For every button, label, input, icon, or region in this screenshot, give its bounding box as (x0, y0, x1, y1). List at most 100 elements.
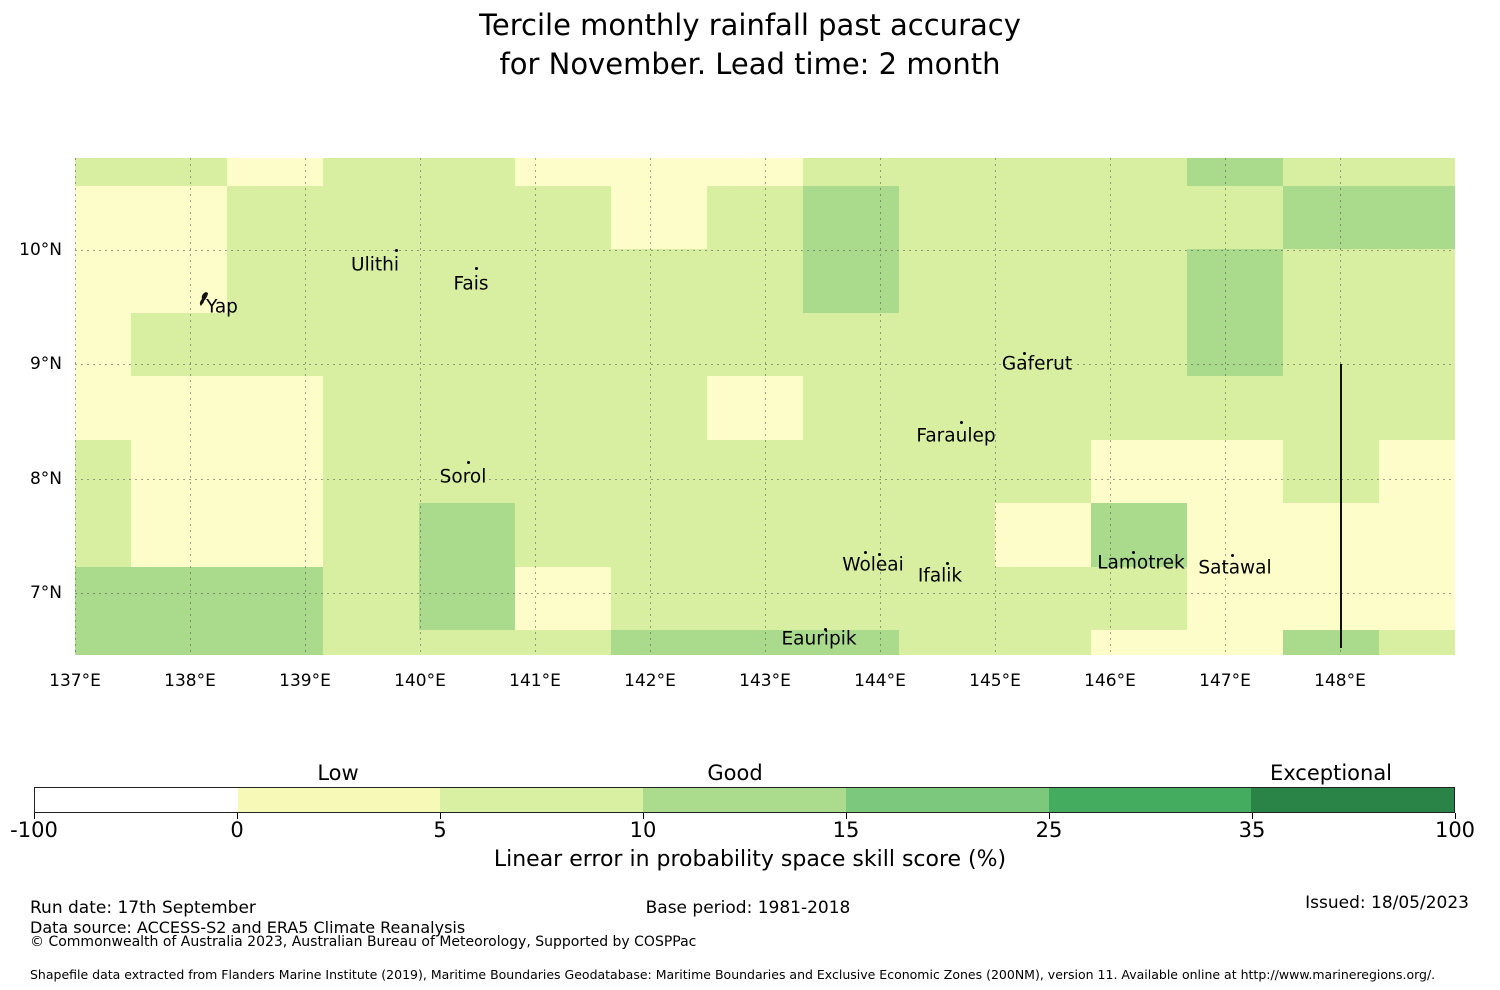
longitude-gridline (305, 158, 306, 655)
map-cell (707, 440, 803, 503)
map-cell (1379, 503, 1455, 567)
island-dot-ifalik (946, 562, 949, 565)
map-cell (899, 158, 995, 186)
colorbar-category-label: Low (317, 761, 359, 785)
map-cell (803, 186, 899, 249)
colorbar-segment (845, 788, 1049, 812)
longitude-gridline (535, 158, 536, 655)
colorbar-segment (1251, 788, 1454, 812)
x-tick-label: 147°E (1199, 671, 1251, 691)
map-cell (803, 313, 899, 376)
map-cell (1379, 567, 1455, 630)
issued-date-text: Issued: 18/05/2023 (1305, 893, 1469, 913)
latitude-gridline (75, 593, 1455, 594)
map-cell (75, 503, 131, 567)
map-cell (611, 567, 707, 630)
latitude-gridline (75, 364, 1455, 365)
x-tick-label: 137°E (49, 671, 101, 691)
map-cell (131, 249, 227, 313)
map-cell (1283, 567, 1379, 630)
map-cell (995, 158, 1091, 186)
map-cell (131, 440, 227, 503)
map-cell (1283, 158, 1379, 186)
x-tick-label: 146°E (1084, 671, 1136, 691)
map-cell (995, 567, 1091, 630)
island-label-eauripik: Eauripik (781, 628, 857, 650)
colorbar-tick-label: 0 (230, 818, 244, 842)
island-label-faraulep: Faraulep (916, 425, 996, 447)
map-cell (707, 186, 803, 249)
map-cell (899, 440, 995, 503)
map-cell (899, 567, 995, 630)
map-cell (1379, 249, 1455, 313)
map-cell (1091, 249, 1187, 313)
island-label-yap: Yap (206, 296, 238, 318)
colorbar-axis-label: Linear error in probability space skill … (493, 847, 1007, 872)
map-cell (899, 313, 995, 376)
y-tick-label: 10°N (19, 240, 62, 260)
map-cell (1283, 186, 1379, 249)
island-label-gaferut: Gaferut (1001, 353, 1073, 375)
x-tick-label: 148°E (1314, 671, 1366, 691)
data-source-text: Data source: ACCESS-S2 and ERA5 Climate … (30, 918, 466, 937)
map-cell (227, 630, 323, 655)
map-cell (75, 313, 131, 376)
map-cell (419, 503, 515, 567)
latitude-gridline (75, 250, 1455, 251)
colorbar-segment (440, 788, 644, 812)
longitude-gridline (650, 158, 651, 655)
island-dot-satawal (1231, 554, 1234, 557)
map-cell (995, 249, 1091, 313)
island-dot-eauripik (824, 628, 827, 631)
map-cell (227, 313, 323, 376)
island-dot-gaferut (1023, 352, 1026, 355)
map-cell (1091, 440, 1187, 503)
map-cell (75, 186, 131, 249)
island-label-ulithi: Ulithi (351, 254, 399, 276)
map-cell (1379, 630, 1455, 655)
shapefile-note-text: Shapefile data extracted from Flanders M… (30, 967, 1436, 982)
map-cell (1283, 503, 1379, 567)
x-tick-label: 139°E (279, 671, 331, 691)
map-cell (1187, 503, 1283, 567)
colorbar-tick-label: 100 (1434, 818, 1476, 842)
map-cell (1187, 158, 1283, 186)
map-cell (515, 567, 611, 630)
latitude-gridline (75, 479, 1455, 480)
island-label-fais: Fais (453, 273, 489, 295)
map-cell (75, 249, 131, 313)
map-cell (323, 503, 419, 567)
colorbar-segment (237, 788, 441, 812)
copyright-text: © Commonwealth of Australia 2023, Austra… (30, 934, 697, 950)
map-cell (1187, 313, 1283, 376)
longitude-gridline (880, 158, 881, 655)
island-dot-lamotrek (1132, 551, 1135, 554)
colorbar-tick (440, 813, 441, 819)
map-cell (323, 440, 419, 503)
map-cell (803, 503, 899, 567)
map-cell (1379, 158, 1455, 186)
colorbar-tick-label: 25 (1035, 818, 1063, 842)
map-cell (323, 158, 419, 186)
map-cell (419, 567, 515, 630)
map-cell (227, 249, 323, 313)
map-cell (611, 313, 707, 376)
map-cell (515, 376, 611, 440)
map-cell (899, 186, 995, 249)
map-cell (75, 376, 131, 440)
map-cell (1283, 630, 1379, 655)
map-cell (131, 503, 227, 567)
colorbar-tick (643, 813, 644, 819)
yap-island-outline (199, 292, 208, 306)
map-cell (1379, 440, 1455, 503)
chart-title-line1: Tercile monthly rainfall past accuracy (479, 8, 1021, 42)
x-tick-label: 144°E (854, 671, 906, 691)
map-cell (995, 376, 1091, 440)
map-cell (611, 186, 707, 249)
map-cell (1091, 313, 1187, 376)
island-label-ifalik: Ifalik (917, 565, 963, 587)
map-cell (227, 567, 323, 630)
map-cell (611, 376, 707, 440)
colorbar-tick-label: -100 (10, 818, 58, 842)
map-cell (323, 567, 419, 630)
